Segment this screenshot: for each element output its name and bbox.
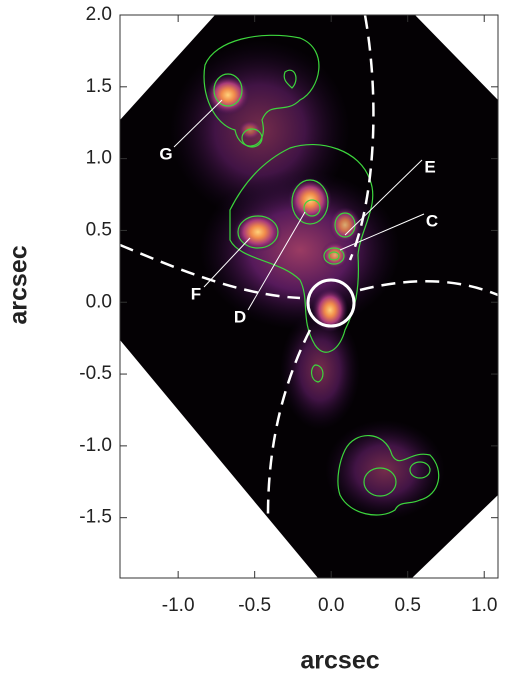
leader-line	[173, 99, 223, 148]
x-tick-label: -1.0	[162, 595, 195, 616]
leader-line	[203, 237, 251, 288]
leader-line	[344, 159, 423, 236]
x-tick-label: 1.0	[471, 595, 497, 616]
y-tick-label: 0.5	[86, 219, 112, 240]
y-tick-label: -1.0	[79, 435, 112, 456]
y-tick-label: 2.0	[86, 4, 112, 25]
annotation: C	[426, 211, 438, 230]
contours	[203, 34, 440, 516]
y-tick-label: 0.0	[86, 291, 112, 312]
annotation: G	[159, 144, 172, 163]
y-axis-label: arcsec	[5, 245, 33, 324]
plot-frame	[119, 14, 499, 579]
leader-line	[247, 211, 306, 311]
y-tick-label: -0.5	[79, 363, 112, 384]
annotation: E	[424, 157, 435, 176]
annotation: F	[191, 284, 201, 303]
leader-line	[339, 213, 425, 251]
y-tick-label: -1.5	[79, 507, 112, 528]
x-axis-label: arcsec	[300, 647, 379, 675]
x-tick-label: 0.5	[394, 595, 420, 616]
annotation: D	[234, 307, 246, 326]
marker-circle	[306, 278, 356, 328]
y-tick-label: 1.0	[86, 148, 112, 169]
y-tick-label: 1.5	[86, 76, 112, 97]
x-tick-label: -0.5	[238, 595, 271, 616]
x-tick-label: 0.0	[318, 595, 344, 616]
dashed-curves	[119, 14, 499, 516]
